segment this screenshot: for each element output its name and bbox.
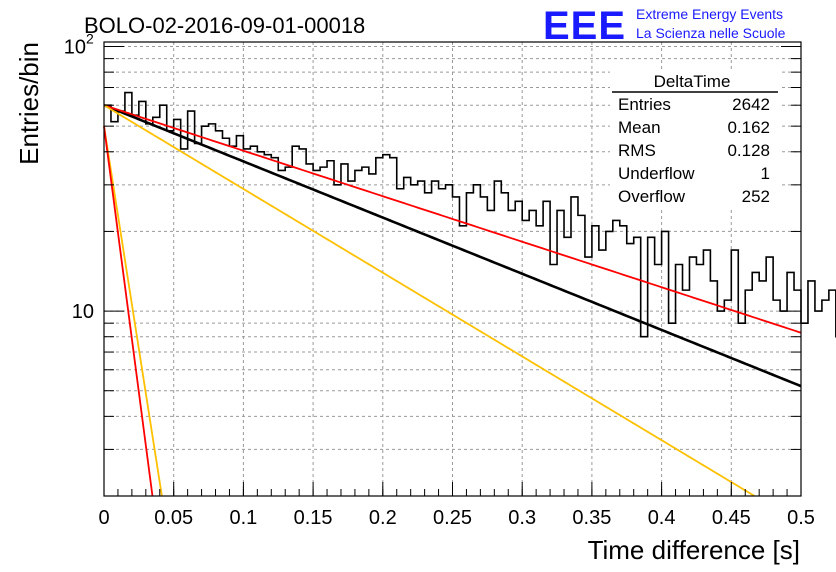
stats-row-label: RMS (618, 141, 656, 160)
x-axis-label: Time difference [s] (588, 535, 800, 565)
x-tick-label: 0.2 (369, 507, 397, 529)
stats-row-value: 0.162 (727, 118, 770, 137)
stats-title: DeltaTime (654, 72, 731, 91)
stats-row-value: 252 (742, 187, 770, 206)
stats-rows: Entries 2642 Mean 0.162 RMS 0.128 Underflow 1 Ov… (618, 95, 770, 206)
x-tick-label: 0.4 (648, 507, 676, 529)
logo-line-1: Extreme Energy Events (636, 6, 783, 22)
axes: 0 0.05 0.1 0.15 0.2 0.25 0.3 0.35 0.4 0.45 0.51010… (64, 31, 815, 529)
x-tick-label: 0.5 (787, 507, 815, 529)
stats-row-label: Overflow (618, 187, 686, 206)
y-tick-label-10: 10 (72, 301, 94, 323)
y-axis-label: Entries/bin (14, 42, 44, 165)
stats-row-value: 1 (761, 164, 770, 183)
stats-row-label: Mean (618, 118, 661, 137)
y-tick-exponent: 2 (86, 31, 94, 47)
fit-curve-4 (103, 126, 154, 497)
x-tick-label: 0.1 (229, 507, 257, 529)
stats-row-value: 2642 (732, 95, 770, 114)
stats-row-label: Underflow (618, 164, 695, 183)
stats-row-label: Entries (618, 95, 671, 114)
histogram-outline (104, 91, 836, 338)
stats-box: DeltaTime Entries 2642 Mean 0.162 RMS 0.128 Un… (610, 70, 780, 210)
fit-curve-2 (103, 104, 755, 497)
x-tick-label: 0.15 (294, 507, 333, 529)
fit-curves (103, 103, 802, 497)
x-tick-label: 0 (98, 507, 109, 529)
x-tick-label: 0.3 (508, 507, 536, 529)
histogram-bars (104, 91, 836, 338)
x-tick-label: 0.35 (572, 507, 611, 529)
eee-logo-icon: EEE (543, 4, 626, 48)
fit-curve-1 (103, 104, 802, 334)
x-tick-label: 0.45 (712, 507, 751, 529)
y-tick-label-100: 10 (64, 37, 86, 59)
x-tick-label: 0.25 (433, 507, 472, 529)
chart-title: BOLO-02-2016-09-01-00018 (84, 13, 365, 38)
fit-curve-3 (103, 126, 163, 497)
stats-row-value: 0.128 (727, 141, 770, 160)
fit-curve-0 (103, 103, 802, 388)
x-tick-label: 0.05 (154, 507, 193, 529)
stats-background (610, 70, 780, 210)
logo-line-2: La Scienza nelle Scuole (636, 25, 786, 41)
